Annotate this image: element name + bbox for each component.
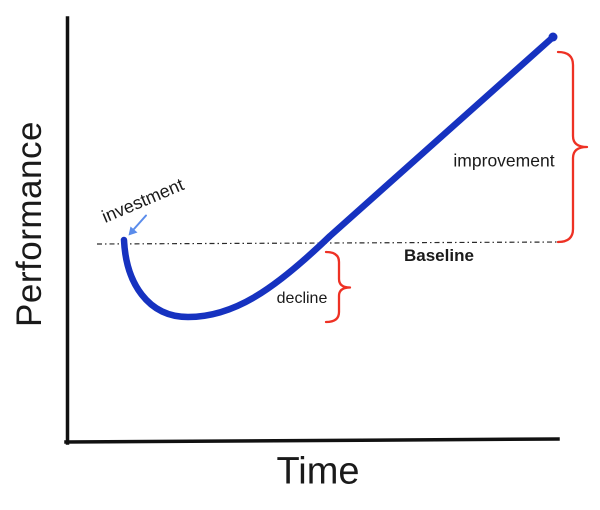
- investment-arrow-icon: [133, 214, 147, 230]
- improvement-label: improvement: [453, 150, 555, 171]
- improvement-brace-icon: [556, 50, 589, 244]
- performance-curve: [120, 34, 556, 321]
- x-axis-line: [64, 437, 560, 444]
- baseline-label: Baseline: [404, 246, 474, 265]
- decline-label: decline: [276, 290, 328, 307]
- investment-arrowhead-icon: [128, 226, 138, 236]
- x-axis-label: Time: [276, 450, 360, 493]
- y-axis-label: Performance: [10, 121, 49, 327]
- curve-end-dot: [548, 32, 558, 42]
- baseline-reference-line: [96, 241, 564, 245]
- decline-brace-icon: [324, 250, 352, 324]
